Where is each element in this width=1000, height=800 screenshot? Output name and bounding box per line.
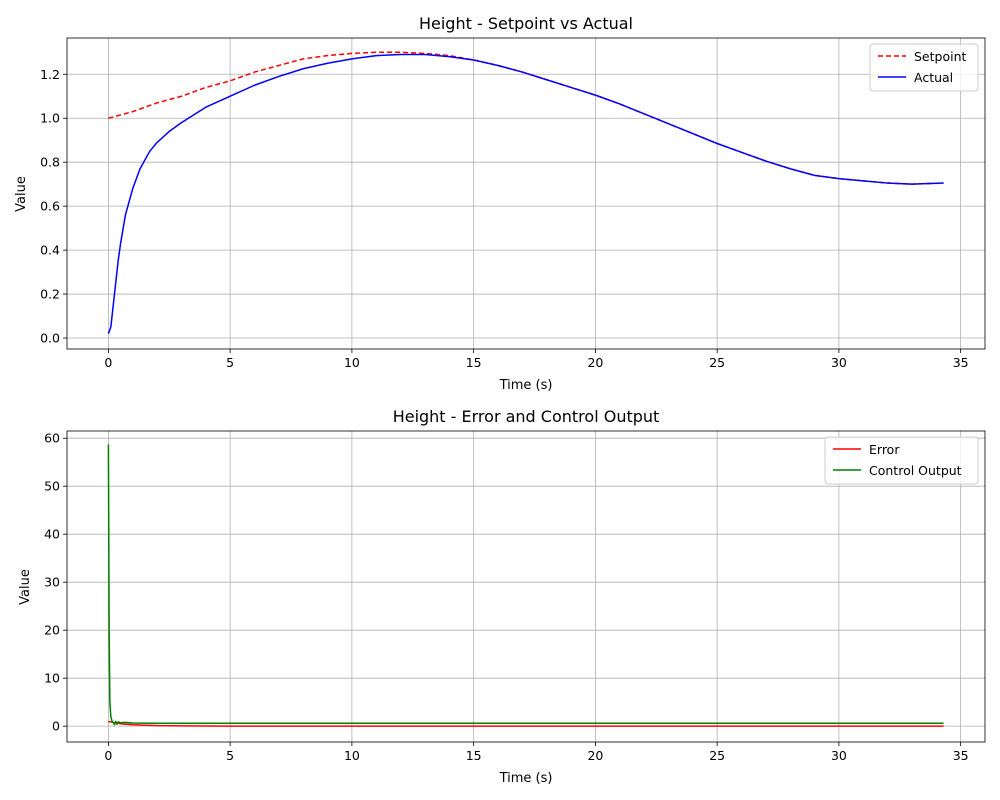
x-tick-label: 10	[344, 355, 360, 370]
y-tick-label: 1.2	[40, 67, 60, 82]
y-tick-label: 40	[44, 527, 60, 542]
y-tick-label: 60	[44, 431, 60, 446]
y-tick-label: 50	[44, 479, 60, 494]
series-line-control-output	[107, 444, 944, 726]
x-tick-label: 30	[831, 355, 847, 370]
chart-title: Height - Setpoint vs Actual	[419, 14, 633, 33]
x-tick-label: 25	[709, 355, 725, 370]
plot-frame	[66, 430, 986, 743]
y-tick-label: 10	[44, 671, 60, 686]
y-tick-label: 0	[52, 719, 60, 734]
x-tick-label: 5	[226, 355, 234, 370]
legend-box	[824, 436, 979, 485]
legend-label-setpoint: Setpoint	[914, 49, 967, 64]
y-tick-label: 1.0	[40, 111, 60, 126]
y-tick-label: 0.6	[40, 199, 60, 214]
legend: Error Control Output	[824, 436, 979, 485]
y-tick-label: 20	[44, 623, 60, 638]
y-tick-label: 30	[44, 575, 60, 590]
chart-title: Height - Error and Control Output	[393, 407, 660, 426]
x-tick-label: 30	[831, 748, 847, 763]
x-tick-label: 0	[104, 355, 112, 370]
series-line-actual	[107, 53, 944, 334]
legend-label-control-output: Control Output	[869, 463, 962, 478]
y-tick-label: 0.4	[40, 243, 60, 258]
y-tick-label: 0.2	[40, 287, 60, 302]
legend-label-error: Error	[869, 442, 900, 457]
x-tick-label: 10	[344, 748, 360, 763]
y-axis-label: Value	[14, 176, 29, 212]
setpoint-vs-actual-chart: 0 5 10 15 20 25 30 35 0.0 0.2 0.4 0.6 0.8 1.0 1.2 Hei…	[14, 14, 986, 393]
x-tick-label: 25	[709, 748, 725, 763]
x-tick-label: 0	[104, 748, 112, 763]
series-line-error	[108, 720, 944, 727]
legend-label-actual: Actual	[914, 70, 953, 85]
x-tick-label: 20	[587, 748, 603, 763]
x-axis-label: Time (s)	[499, 378, 553, 393]
x-tick-label: 5	[226, 748, 234, 763]
plot-frame	[66, 37, 986, 350]
legend: Setpoint Actual	[869, 43, 979, 92]
x-axis-label: Time (s)	[499, 771, 553, 786]
x-tick-label: 15	[466, 355, 482, 370]
y-axis-label: Value	[18, 569, 33, 605]
x-tick-label: 15	[466, 748, 482, 763]
y-tick-label: 0.8	[40, 155, 60, 170]
error-and-control-output-chart: 0 5 10 15 20 25 30 35 0 10 20 30 40 50 60 Height - Er…	[18, 407, 986, 786]
x-tick-label: 35	[953, 748, 969, 763]
y-tick-label: 0.0	[40, 331, 60, 346]
x-tick-label: 35	[953, 355, 969, 370]
x-tick-label: 20	[587, 355, 603, 370]
